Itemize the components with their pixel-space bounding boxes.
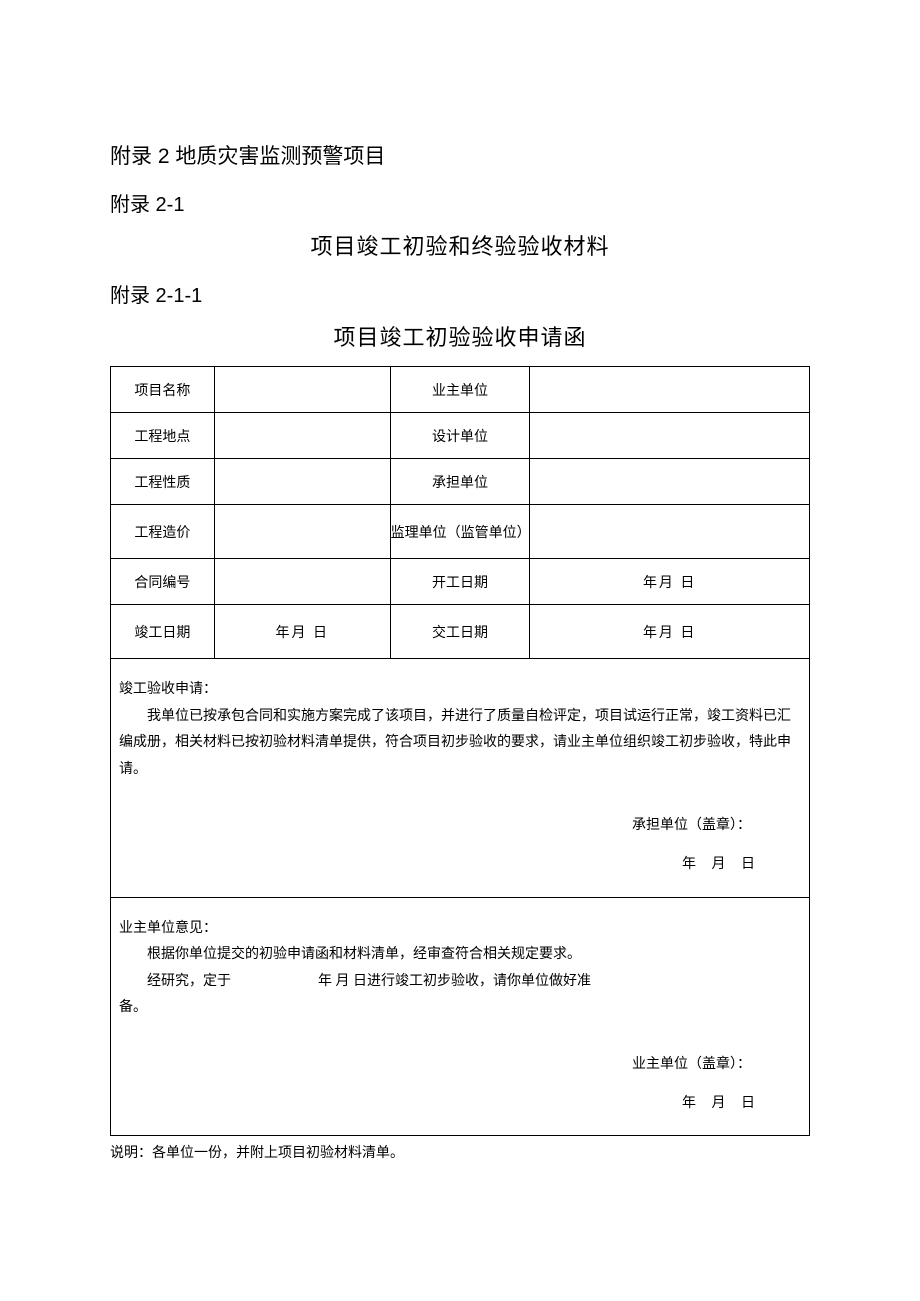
label-project-name: 项目名称 bbox=[111, 367, 215, 413]
label-project-cost: 工程造价 bbox=[111, 505, 215, 559]
owner-opinion-line2: 经研究，定于 年 月 日进行竣工初步验收，请你单位做好准 bbox=[119, 969, 801, 996]
label-supervise-unit: 监理单位（监管单位） bbox=[390, 505, 530, 559]
value-design-unit bbox=[530, 413, 810, 459]
owner-line2-suffix: 备。 bbox=[119, 995, 801, 1022]
owner-unit-date: 年 月 日 bbox=[119, 1091, 801, 1118]
label-delivery-date: 交工日期 bbox=[390, 605, 530, 659]
owner-opinion-row: 业主单位意见： 根据你单位提交的初验申请函和材料清单，经审查符合相关规定要求。 … bbox=[111, 897, 810, 1136]
application-title: 项目竣工初验验收申请函 bbox=[110, 320, 810, 352]
materials-title: 项目竣工初验和终验验收材料 bbox=[110, 229, 810, 261]
value-contract-no bbox=[214, 559, 390, 605]
owner-opinion-line1: 根据你单位提交的初验申请函和材料清单，经审查符合相关规定要求。 bbox=[119, 942, 801, 969]
value-project-location bbox=[214, 413, 390, 459]
value-bear-unit bbox=[530, 459, 810, 505]
value-project-cost bbox=[214, 505, 390, 559]
label-start-date: 开工日期 bbox=[390, 559, 530, 605]
appendix-2-heading: 附录 2 地质灾害监测预警项目 bbox=[110, 140, 810, 170]
table-row: 工程性质 承担单位 bbox=[111, 459, 810, 505]
table-row: 工程地点 设计单位 bbox=[111, 413, 810, 459]
owner-opinion-heading: 业主单位意见： bbox=[119, 916, 801, 943]
application-statement-row: 竣工验收申请： 我单位已按承包合同和实施方案完成了该项目，并进行了质量自检评定，… bbox=[111, 659, 810, 898]
footnote: 说明：各单位一份，并附上项目初验材料清单。 bbox=[110, 1142, 810, 1162]
owner-line2-mid: 年 月 日进行竣工初步验收，请你单位做好准 bbox=[318, 974, 591, 989]
table-row: 竣工日期 年月 日 交工日期 年月 日 bbox=[111, 605, 810, 659]
value-supervise-unit bbox=[530, 505, 810, 559]
owner-line2-prefix: 经研究，定于 bbox=[147, 974, 231, 989]
label-owner-unit: 业主单位 bbox=[390, 367, 530, 413]
label-contract-no: 合同编号 bbox=[111, 559, 215, 605]
value-delivery-date: 年月 日 bbox=[530, 605, 810, 659]
value-start-date: 年月 日 bbox=[530, 559, 810, 605]
application-heading: 竣工验收申请： bbox=[119, 677, 801, 704]
application-body: 我单位已按承包合同和实施方案完成了该项目，并进行了质量自检评定，项目试运行正常，… bbox=[119, 704, 801, 784]
table-row: 工程造价 监理单位（监管单位） bbox=[111, 505, 810, 559]
application-form-table: 项目名称 业主单位 工程地点 设计单位 工程性质 承担单位 工程造价 监理单位（… bbox=[110, 366, 810, 1136]
label-project-nature: 工程性质 bbox=[111, 459, 215, 505]
bear-unit-signature-label: 承担单位（盖章）： bbox=[119, 813, 801, 840]
owner-unit-signature-label: 业主单位（盖章）： bbox=[119, 1052, 801, 1079]
appendix-2-1-1-heading: 附录 2-1-1 bbox=[110, 279, 810, 308]
bear-unit-date: 年 月 日 bbox=[119, 852, 801, 879]
appendix-2-1-heading: 附录 2-1 bbox=[110, 188, 810, 217]
value-project-nature bbox=[214, 459, 390, 505]
label-complete-date: 竣工日期 bbox=[111, 605, 215, 659]
label-project-location: 工程地点 bbox=[111, 413, 215, 459]
value-owner-unit bbox=[530, 367, 810, 413]
table-row: 项目名称 业主单位 bbox=[111, 367, 810, 413]
value-project-name bbox=[214, 367, 390, 413]
value-complete-date: 年月 日 bbox=[214, 605, 390, 659]
table-row: 合同编号 开工日期 年月 日 bbox=[111, 559, 810, 605]
label-bear-unit: 承担单位 bbox=[390, 459, 530, 505]
label-design-unit: 设计单位 bbox=[390, 413, 530, 459]
